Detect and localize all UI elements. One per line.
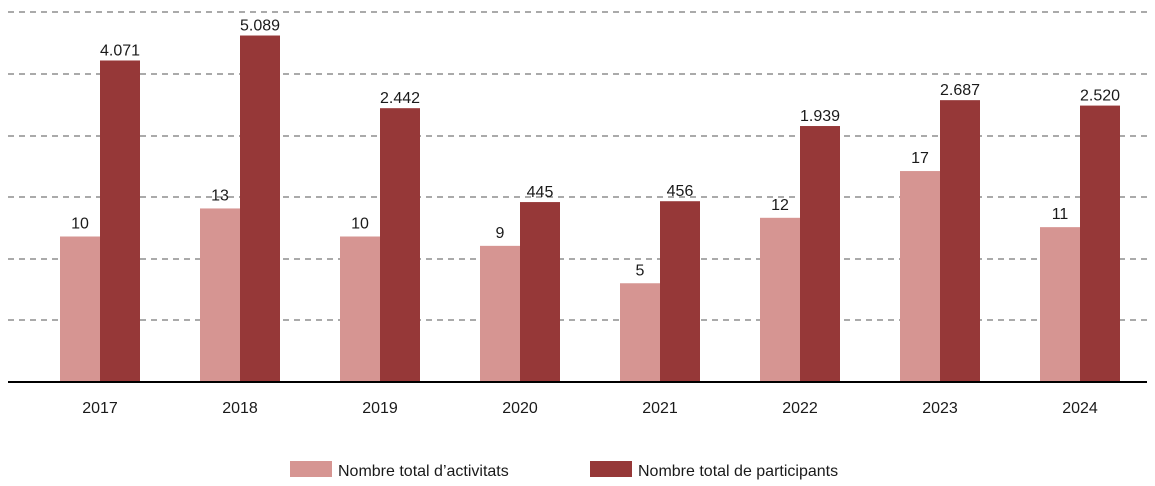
bar-activitats-2023 bbox=[900, 171, 940, 382]
data-label-participants-2019: 2.442 bbox=[380, 90, 420, 107]
legend-swatch-participants bbox=[590, 461, 632, 477]
bar-activitats-2022 bbox=[760, 217, 800, 382]
bar-participants-2023 bbox=[940, 100, 980, 383]
bar-participants-2024 bbox=[1080, 105, 1120, 382]
bar-activitats-2024 bbox=[1040, 227, 1080, 382]
data-label-activitats-2022: 12 bbox=[771, 197, 789, 214]
bars bbox=[60, 35, 1120, 383]
x-tick-label-2022: 2022 bbox=[782, 400, 818, 417]
bar-participants-2020 bbox=[520, 202, 560, 382]
x-tick-labels: 2017 2018 2019 2020 2021 2022 2023 2024 bbox=[82, 400, 1098, 417]
x-tick-label-2017: 2017 bbox=[82, 400, 118, 417]
x-tick-label-2023: 2023 bbox=[922, 400, 958, 417]
bar-activitats-2021 bbox=[620, 283, 660, 382]
x-tick-label-2024: 2024 bbox=[1062, 400, 1098, 417]
bar-activitats-2020 bbox=[480, 245, 520, 382]
data-label-activitats-2024: 11 bbox=[1052, 206, 1069, 223]
data-label-activitats-2020: 9 bbox=[496, 225, 505, 242]
data-label-participants-2024: 2.520 bbox=[1080, 88, 1120, 105]
x-tick-label-2020: 2020 bbox=[502, 400, 538, 417]
data-label-activitats-2018: 13 bbox=[211, 187, 229, 204]
legend-label-activitats: Nombre total d’activitats bbox=[338, 463, 509, 480]
x-tick-label-2021: 2021 bbox=[642, 400, 678, 417]
bar-activitats-2018 bbox=[200, 208, 240, 382]
data-label-activitats-2023: 17 bbox=[911, 150, 929, 167]
bar-participants-2019 bbox=[380, 108, 420, 382]
data-label-participants-2023: 2.687 bbox=[940, 82, 980, 99]
bar-participants-2017 bbox=[100, 60, 140, 382]
data-label-participants-2018: 5.089 bbox=[240, 18, 280, 35]
data-label-participants-2021: 456 bbox=[667, 183, 694, 200]
data-label-activitats-2021: 5 bbox=[636, 262, 645, 279]
bar-participants-2021 bbox=[660, 201, 700, 382]
x-tick-label-2018: 2018 bbox=[222, 400, 258, 417]
data-label-activitats-2019: 10 bbox=[351, 216, 369, 233]
data-label-participants-2022: 1.939 bbox=[800, 108, 840, 125]
data-label-activitats-2017: 10 bbox=[71, 216, 89, 233]
legend-swatch-activitats bbox=[290, 461, 332, 477]
bar-participants-2022 bbox=[800, 126, 840, 382]
x-tick-label-2019: 2019 bbox=[362, 400, 398, 417]
bar-activitats-2019 bbox=[340, 236, 380, 382]
legend-label-participants: Nombre total de participants bbox=[638, 463, 838, 480]
data-label-participants-2017: 4.071 bbox=[100, 42, 140, 59]
data-labels: 10 4.071 13 5.089 10 2.442 9 445 5 456 12 1.939 17 2.… bbox=[71, 18, 1120, 280]
legend: Nombre total d’activitats Nombre total d… bbox=[290, 461, 838, 480]
data-label-participants-2020: 445 bbox=[527, 184, 554, 201]
bar-activitats-2017 bbox=[60, 236, 100, 382]
bar-participants-2018 bbox=[240, 35, 280, 382]
